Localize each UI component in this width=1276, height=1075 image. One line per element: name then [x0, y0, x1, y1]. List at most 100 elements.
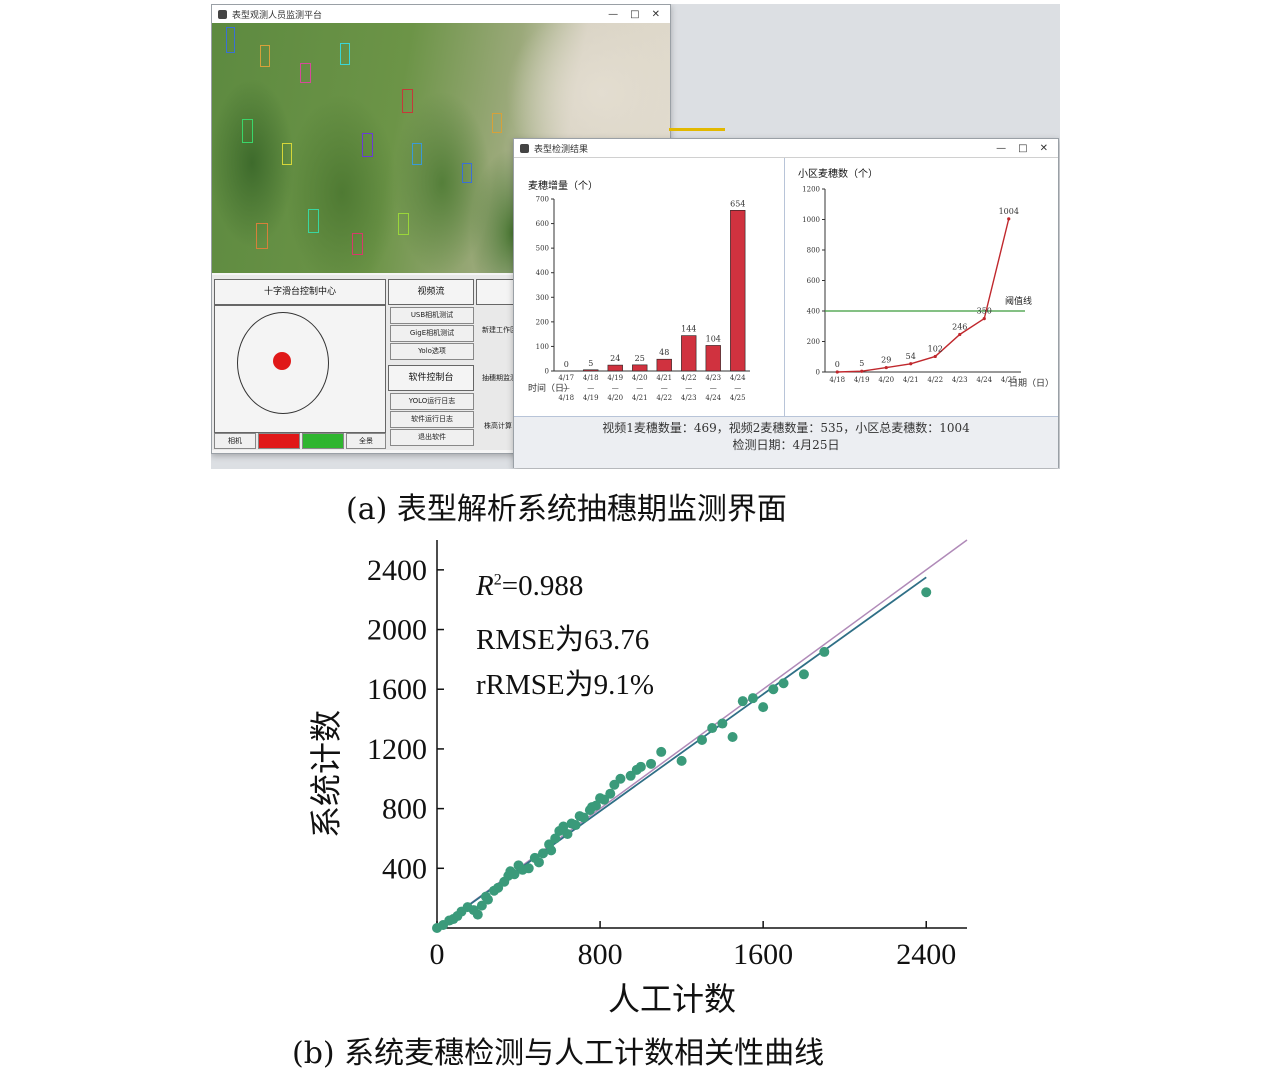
line-y-tick-label: 400: [807, 308, 820, 316]
footer-counts: 视频1麦穗数量：469，视频2麦穗数量：535，小区总麦穗数：1004: [602, 421, 970, 435]
scatter-point: [697, 734, 707, 745]
cumulative-line-chart: 0 200 400 600 800 1000 1200 阈值线 0 4/18 5 4/19 29 4/20…: [802, 186, 1054, 390]
scatter-point: [538, 848, 548, 859]
scatter-point: [635, 761, 646, 772]
bar-x-tick-label: 4/23: [681, 394, 697, 402]
line-x-tick-label: 4/19: [854, 376, 870, 384]
heading-monitor-item[interactable]: 抽穗期监测: [482, 374, 517, 382]
maximize-icon[interactable]: □: [1018, 142, 1028, 154]
stop-button[interactable]: 急停: [258, 433, 300, 449]
bar-x-tick-label: 4/19: [607, 374, 623, 382]
bar: [681, 335, 697, 372]
bar-value-label: 48: [659, 348, 669, 357]
line-value-label: 29: [881, 356, 891, 365]
detection-box: [398, 213, 409, 235]
bar-x-tick-dash: —: [685, 384, 692, 392]
main-window-titlebar: 表型观测人员监测平台 — □ ✕: [212, 5, 670, 24]
detection-box: [308, 209, 319, 233]
ui-screenshot-panel: 表型观测人员监测平台 — □ ✕ 十字滑台控制: [211, 4, 1060, 469]
software-log-button[interactable]: 软件运行日志: [390, 411, 474, 428]
camera-button[interactable]: 相机: [214, 433, 256, 449]
bar-value-label: 24: [610, 354, 620, 363]
scatter-y-tick-label: 800: [382, 793, 427, 826]
line-value-label: 0: [835, 360, 840, 369]
bar-x-tick-label: 4/20: [632, 374, 648, 382]
scatter-point: [615, 773, 626, 784]
bar-x-tick-label: 4/18: [583, 374, 599, 382]
rmse-annotation: RMSE为63.76: [476, 624, 650, 656]
bar-x-tick-label: 4/21: [632, 394, 648, 402]
line-value-label: 54: [906, 352, 916, 361]
scatter-y-tick-label: 400: [382, 852, 427, 885]
scatter-point: [533, 857, 544, 868]
scatter-y-tick-label: 2400: [367, 554, 427, 587]
close-icon[interactable]: ✕: [651, 8, 660, 20]
result-window: 表型检测结果 — □ ✕ 麦穗增量（个） 0 100 200 300 400 500 600…: [513, 138, 1059, 468]
line-point: [958, 332, 962, 337]
yolo-log-button[interactable]: YOLO运行日志: [390, 393, 474, 410]
result-window-body: [514, 158, 1058, 416]
minimize-icon[interactable]: —: [608, 8, 619, 20]
r2-symbol: R: [476, 570, 494, 602]
line-point: [933, 354, 937, 359]
scatter-x-tick-label: 1600: [733, 938, 793, 971]
scatter-point: [609, 779, 620, 790]
scatter-y-axis-label: 系统计数: [308, 710, 344, 838]
line-x-tick-label: 4/24: [976, 376, 992, 384]
highlight-marker: [669, 128, 725, 131]
detection-box: [300, 63, 311, 83]
bar: [705, 345, 721, 372]
app-icon: [218, 9, 227, 19]
close-icon[interactable]: ✕: [1039, 142, 1048, 154]
line-point: [1007, 217, 1011, 221]
result-window-titlebar: 表型检测结果 — □ ✕: [514, 139, 1058, 158]
scatter-point: [493, 882, 504, 893]
panorama-button[interactable]: 全景: [346, 433, 386, 449]
usb-camera-test-button[interactable]: USB相机测试: [390, 307, 474, 324]
line-x-tick-label: 4/22: [927, 376, 943, 384]
scatter-point: [819, 646, 830, 657]
detection-box: [362, 133, 373, 157]
gige-camera-test-button[interactable]: GigE相机测试: [390, 325, 474, 342]
rrmse-annotation: rRMSE为9.1%: [476, 669, 655, 701]
bar-x-tick-label: 4/20: [607, 394, 623, 402]
line-value-label: 246: [952, 322, 967, 331]
new-workspace-item[interactable]: 新建工作区: [482, 326, 517, 334]
video-stream-title: 视频流: [388, 279, 474, 305]
bar-x-tick-label: 4/24: [730, 374, 746, 382]
yolo-option-button[interactable]: Yolo选项: [390, 343, 474, 360]
bar: [632, 364, 648, 372]
bar-x-tick-label: 4/23: [705, 374, 721, 382]
scatter-point: [472, 909, 483, 920]
joystick-knob[interactable]: [273, 352, 291, 370]
scatter-point: [550, 833, 561, 844]
footer-date: 检测日期：4月25日: [732, 438, 840, 452]
line-value-label: 5: [859, 359, 864, 368]
scatter-point: [737, 696, 748, 707]
r2-superscript: 2: [493, 571, 502, 589]
detection-box: [462, 163, 472, 183]
joystick-area[interactable]: [214, 305, 386, 433]
minimize-icon[interactable]: —: [996, 142, 1007, 154]
bar-value-label: 0: [564, 360, 569, 369]
scatter-point: [625, 770, 636, 781]
scatter-point: [778, 678, 789, 689]
line-y-tick-label: 200: [807, 338, 820, 346]
software-console-title: 软件控制台: [388, 365, 474, 391]
scatter-point: [676, 755, 687, 766]
scatter-y-tick-label: 1600: [367, 673, 427, 706]
bar-x-tick-dash: —: [710, 384, 717, 392]
reset-button[interactable]: 复位: [302, 433, 344, 449]
plant-height-item[interactable]: 株高计算: [484, 422, 512, 430]
scatter-point: [578, 812, 589, 823]
scatter-point: [656, 746, 667, 757]
bar-value-label: 144: [681, 325, 696, 334]
detection-box: [256, 223, 268, 249]
bar-chart-title: 麦穗增量（个）: [528, 181, 598, 192]
exit-software-button[interactable]: 退出软件: [390, 429, 474, 446]
line-y-tick-label: 600: [807, 277, 820, 285]
maximize-icon[interactable]: □: [630, 8, 640, 20]
line-x-tick-label: 4/25: [1001, 376, 1017, 384]
control-center-title: 十字滑台控制中心: [214, 279, 386, 305]
bar-x-tick-dash: —: [636, 384, 643, 392]
